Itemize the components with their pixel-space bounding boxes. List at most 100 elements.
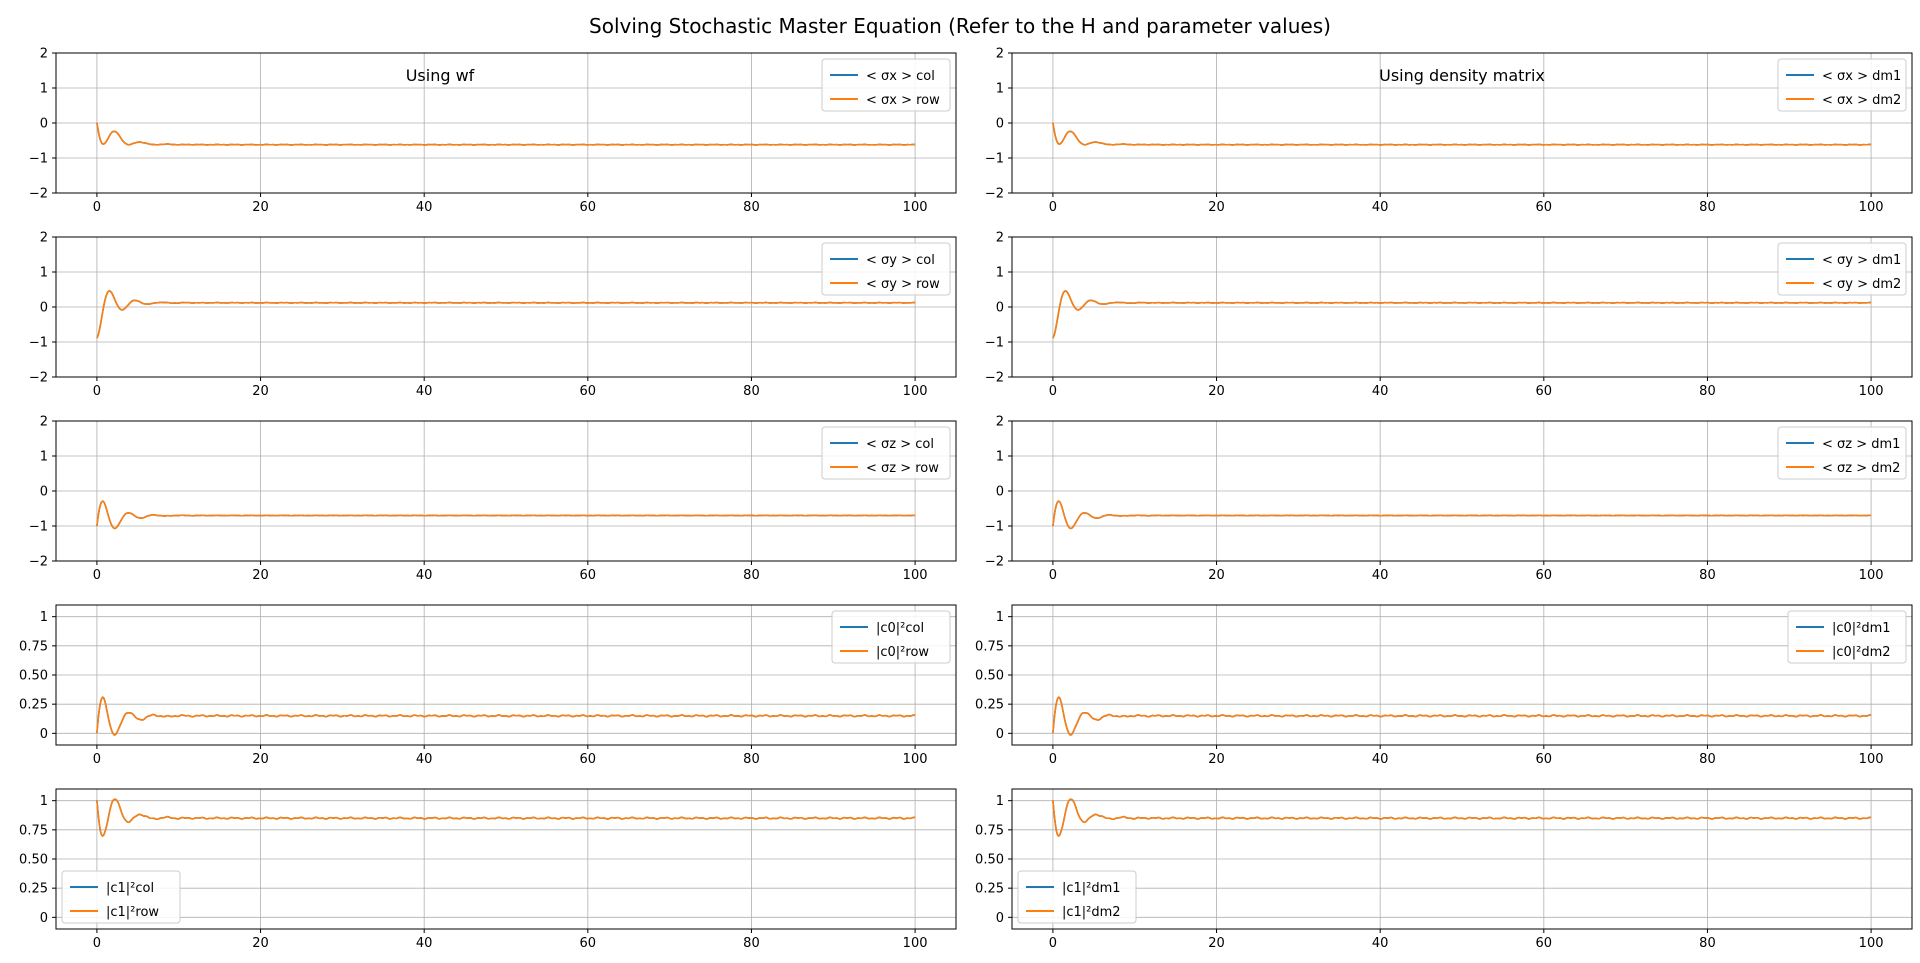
legend-label-2: < σy > row bbox=[866, 277, 940, 292]
series-line-1 bbox=[96, 122, 916, 146]
y-tick-label: −2 bbox=[985, 555, 1004, 570]
x-tick-label: 100 bbox=[1859, 568, 1884, 583]
legend-label-1: |c0|²dm1 bbox=[1832, 621, 1891, 636]
legend-label-1: |c1|²dm1 bbox=[1062, 881, 1121, 896]
legend: < σx > col < σx > row bbox=[821, 58, 951, 112]
legend-label-1: < σz > col bbox=[866, 437, 934, 452]
y-tick-label: −1 bbox=[29, 520, 48, 535]
x-tick-label: 0 bbox=[93, 200, 101, 215]
y-tick-label: 0 bbox=[996, 485, 1004, 500]
y-tick-label: −1 bbox=[985, 152, 1004, 167]
y-tick-label: 1 bbox=[40, 610, 48, 625]
legend-label-2: < σx > dm2 bbox=[1822, 93, 1901, 108]
figure-title: Solving Stochastic Master Equation (Refe… bbox=[589, 14, 1331, 38]
legend-label-1: < σz > dm1 bbox=[1822, 437, 1900, 452]
subplot-right-0: 0 20 40 60 80 100 −2 −1 0 1 2 Using density matrix <… bbox=[985, 47, 1913, 215]
x-tick-label: 0 bbox=[93, 384, 101, 399]
x-tick-label: 40 bbox=[416, 752, 433, 767]
x-tick-label: 80 bbox=[743, 752, 760, 767]
y-tick-label: 0.25 bbox=[19, 698, 48, 713]
x-tick-label: 100 bbox=[903, 200, 928, 215]
series-line-2 bbox=[96, 798, 916, 837]
y-tick-label: 1 bbox=[996, 82, 1004, 97]
y-tick-label: −2 bbox=[985, 371, 1004, 386]
y-tick-label: 1 bbox=[40, 82, 48, 97]
x-tick-label: 100 bbox=[1859, 752, 1884, 767]
series-line-2 bbox=[1052, 696, 1872, 736]
axes-frame bbox=[1011, 420, 1913, 562]
y-tick-label: 0 bbox=[40, 117, 48, 132]
legend-label-2: |c0|²row bbox=[876, 645, 929, 660]
x-tick-label: 60 bbox=[1536, 752, 1553, 767]
x-tick-label: 0 bbox=[1049, 568, 1057, 583]
x-tick-label: 80 bbox=[743, 568, 760, 583]
x-tick-label: 0 bbox=[1049, 752, 1057, 767]
x-tick-label: 40 bbox=[1372, 384, 1389, 399]
x-tick-label: 20 bbox=[1208, 936, 1225, 951]
legend: |c0|²dm1 |c0|²dm2 bbox=[1787, 610, 1907, 664]
x-tick-label: 100 bbox=[1859, 200, 1884, 215]
y-tick-label: 1 bbox=[40, 266, 48, 281]
x-tick-label: 40 bbox=[1372, 752, 1389, 767]
x-tick-label: 80 bbox=[1699, 384, 1716, 399]
x-tick-label: 40 bbox=[416, 936, 433, 951]
y-tick-label: 2 bbox=[996, 47, 1004, 62]
x-tick-label: 80 bbox=[743, 936, 760, 951]
y-tick-label: 0 bbox=[996, 301, 1004, 316]
series-line-1 bbox=[1052, 290, 1872, 339]
x-tick-label: 20 bbox=[1208, 200, 1225, 215]
x-tick-label: 100 bbox=[1859, 384, 1884, 399]
x-tick-label: 40 bbox=[416, 568, 433, 583]
y-tick-label: −1 bbox=[29, 152, 48, 167]
x-tick-label: 60 bbox=[580, 384, 597, 399]
legend: < σz > col < σz > row bbox=[821, 426, 951, 480]
legend-label-2: |c1|²dm2 bbox=[1062, 905, 1121, 920]
x-tick-label: 40 bbox=[416, 384, 433, 399]
axes-frame bbox=[55, 788, 957, 930]
y-tick-label: −1 bbox=[985, 520, 1004, 535]
y-tick-label: 0 bbox=[996, 727, 1004, 742]
y-tick-label: 0.50 bbox=[19, 853, 48, 868]
legend-label-1: |c0|²col bbox=[876, 621, 924, 636]
subplot-left-3: 0 20 40 60 80 100 0 0.25 0.50 0.75 1 |c0|²col |c0|²r… bbox=[19, 604, 957, 767]
subplot-right-1: 0 20 40 60 80 100 −2 −1 0 1 2 < σy > dm1 < σy > dm2 bbox=[985, 231, 1913, 399]
y-tick-label: 2 bbox=[996, 231, 1004, 246]
y-tick-label: 0 bbox=[40, 911, 48, 926]
series-line-2 bbox=[1052, 798, 1872, 837]
x-tick-label: 40 bbox=[1372, 568, 1389, 583]
x-tick-label: 80 bbox=[743, 384, 760, 399]
axes-frame bbox=[1011, 236, 1913, 378]
x-tick-label: 60 bbox=[580, 200, 597, 215]
y-tick-label: 1 bbox=[40, 794, 48, 809]
y-tick-label: 1 bbox=[996, 450, 1004, 465]
x-tick-label: 100 bbox=[1859, 936, 1884, 951]
x-tick-label: 40 bbox=[1372, 936, 1389, 951]
subplot-right-4: 0 20 40 60 80 10000.250.500.751|c1|²dm1|c1|²d… bbox=[975, 788, 1913, 951]
x-tick-label: 0 bbox=[93, 752, 101, 767]
axes-frame bbox=[55, 52, 957, 194]
y-tick-label: 0.50 bbox=[975, 853, 1004, 868]
x-tick-label: 0 bbox=[93, 936, 101, 951]
x-tick-label: 60 bbox=[580, 936, 597, 951]
y-tick-label: 0.75 bbox=[975, 823, 1004, 838]
x-tick-label: 100 bbox=[903, 936, 928, 951]
y-tick-label: −2 bbox=[29, 555, 48, 570]
x-tick-label: 20 bbox=[252, 936, 269, 951]
legend-label-1: < σx > dm1 bbox=[1822, 69, 1901, 84]
legend: < σy > col < σy > row bbox=[821, 242, 951, 296]
panel-annotation: Using wf bbox=[406, 66, 475, 85]
y-tick-label: 2 bbox=[40, 47, 48, 62]
legend: |c0|²col |c0|²row bbox=[831, 610, 951, 664]
y-tick-label: 0 bbox=[40, 485, 48, 500]
subplot-left-2: 0 20 40 60 80 100 −2 −1 0 1 2 < σz > col < σz > row bbox=[29, 415, 957, 583]
y-tick-label: 0.75 bbox=[975, 639, 1004, 654]
y-tick-label: −2 bbox=[29, 187, 48, 202]
x-tick-label: 100 bbox=[903, 384, 928, 399]
legend-label-1: < σx > col bbox=[866, 69, 935, 84]
x-tick-label: 60 bbox=[1536, 384, 1553, 399]
y-tick-label: 0.75 bbox=[19, 639, 48, 654]
x-tick-label: 40 bbox=[1372, 200, 1389, 215]
subplot-left-1: 0 20 40 60 80 100 −2 −1 0 1 2 < σy > col < σy > row bbox=[29, 231, 957, 399]
